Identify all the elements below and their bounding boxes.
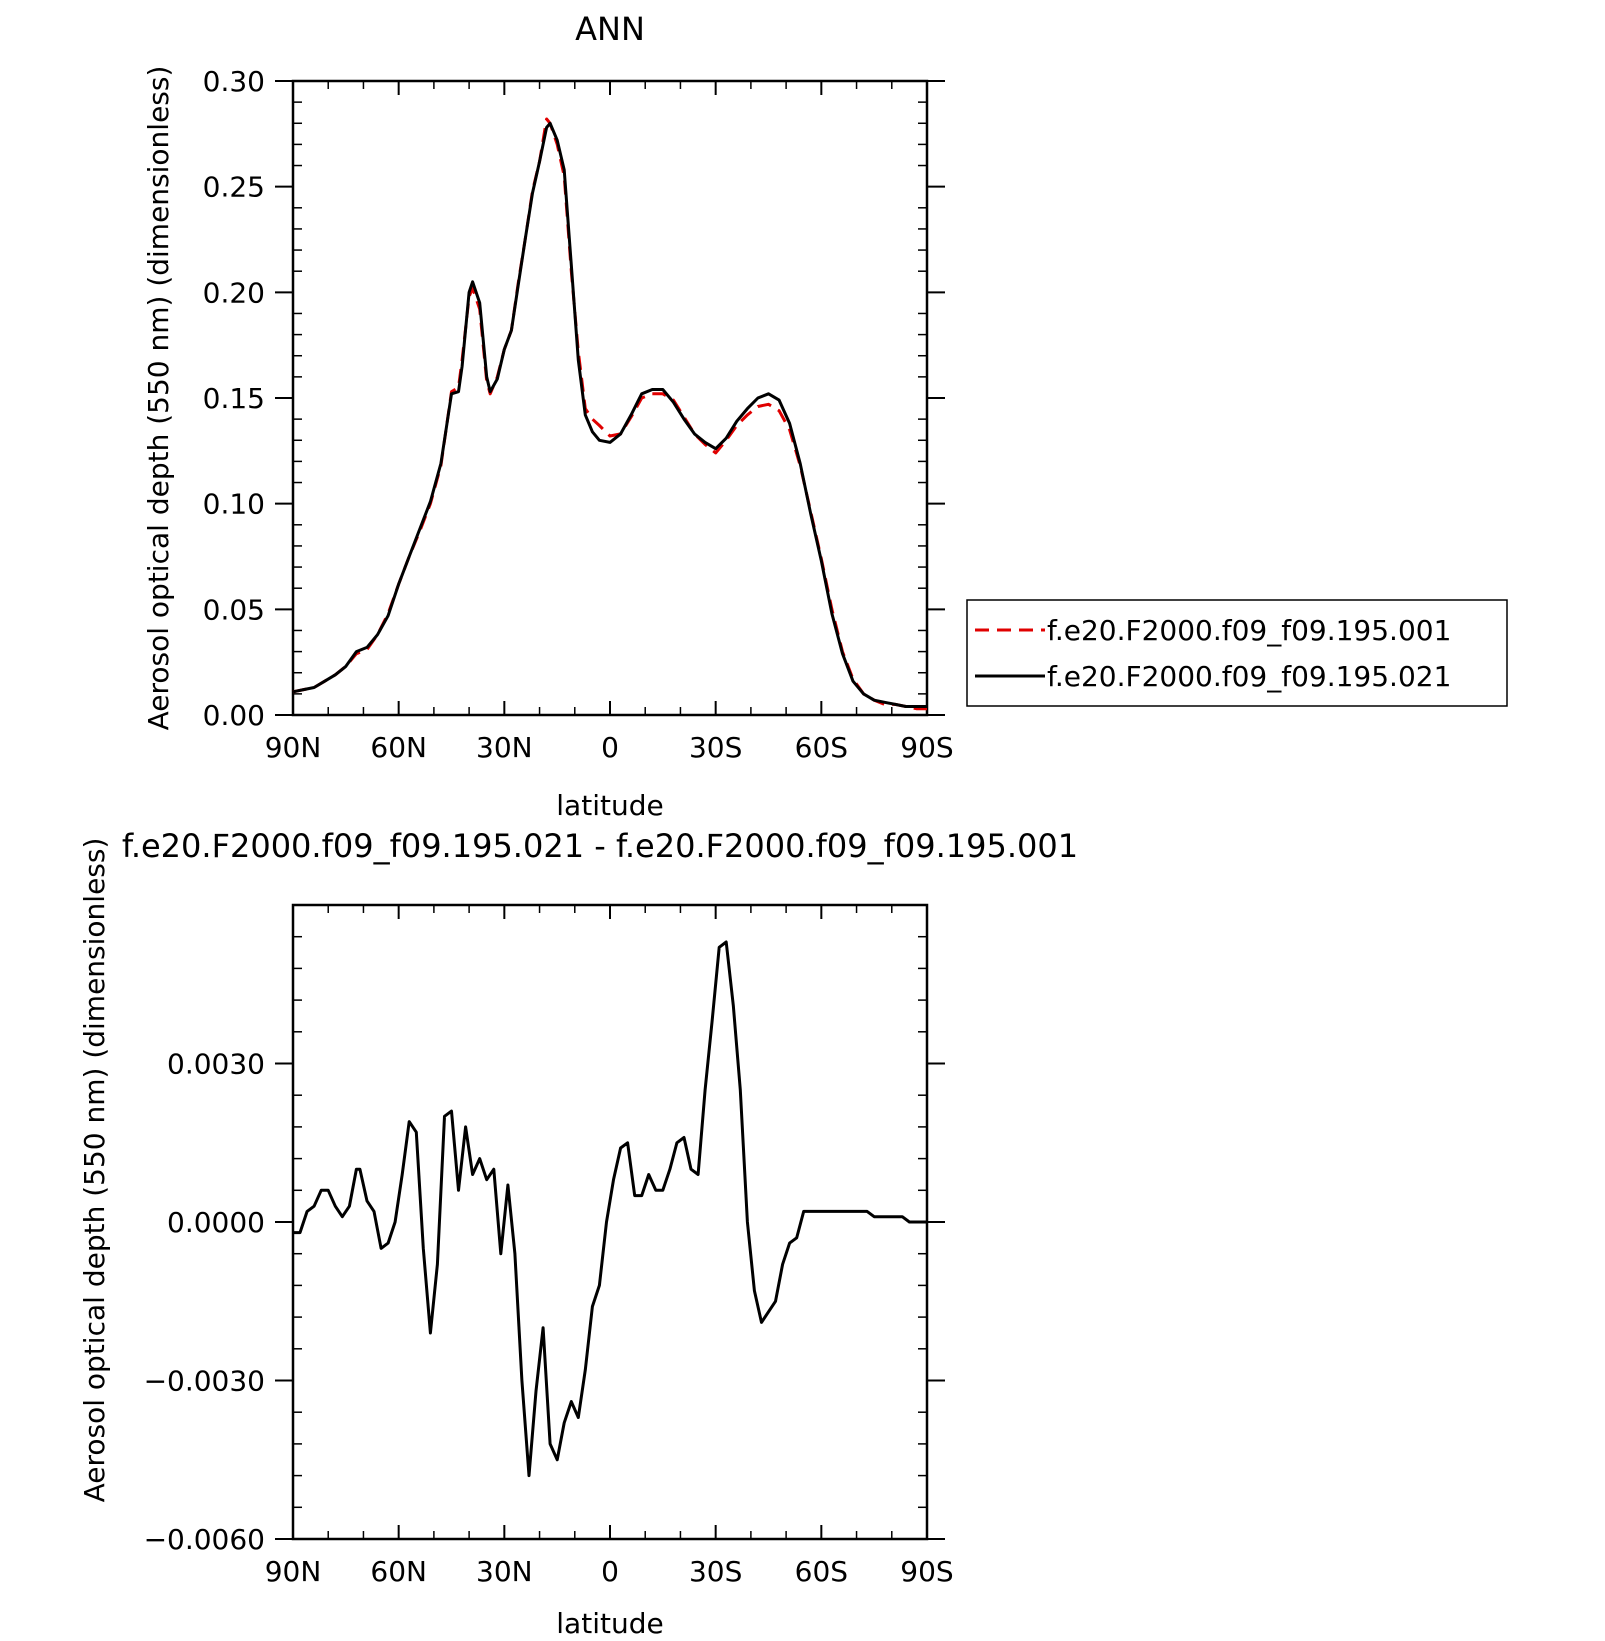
bottom-line-chart: f.e20.F2000.f09_f09.195.021 - f.e20.F200… bbox=[78, 827, 1078, 1640]
top-y-tick-label: 0.00 bbox=[203, 699, 265, 732]
top-x-tick-label: 90N bbox=[265, 731, 322, 764]
bottom-series-lines bbox=[293, 940, 927, 1478]
top-y-axis-label: Aerosol optical depth (550 nm) (dimensio… bbox=[142, 66, 175, 731]
top-line-chart: ANN latitude Aerosol optical depth (550 … bbox=[142, 10, 954, 822]
top-y-tick-label: 0.30 bbox=[203, 65, 265, 98]
bottom-axis-ticks: 90N 60N 30N 0 30S 60S 90S −0.0060 −0.0030 0.0000 0… bbox=[144, 904, 954, 1588]
bottom-x-tick-label: 60S bbox=[795, 1555, 848, 1588]
bottom-y-axis-label: Aerosol optical depth (550 nm) (dimensio… bbox=[78, 838, 111, 1503]
bottom-plot-frame bbox=[291, 903, 929, 1541]
bottom-y-tick-label: −0.0030 bbox=[144, 1365, 265, 1398]
top-series-line-1 bbox=[292, 121, 927, 708]
bottom-y-tick-label: 0.0030 bbox=[167, 1048, 265, 1081]
bottom-x-tick-label: 60N bbox=[370, 1555, 427, 1588]
bottom-x-tick-label: 0 bbox=[601, 1555, 619, 1588]
top-x-tick-label: 60S bbox=[795, 731, 848, 764]
top-x-tick-label: 60N bbox=[370, 731, 427, 764]
bottom-chart-title: f.e20.F2000.f09_f09.195.021 - f.e20.F200… bbox=[122, 827, 1078, 865]
top-y-tick-label: 0.25 bbox=[203, 171, 265, 204]
bottom-y-tick-label: 0.0000 bbox=[167, 1206, 265, 1239]
bottom-series-line-0 bbox=[293, 940, 927, 1478]
bottom-x-tick-label: 30N bbox=[476, 1555, 533, 1588]
top-x-tick-label: 30N bbox=[476, 731, 533, 764]
bottom-x-tick-label: 90N bbox=[265, 1555, 322, 1588]
legend: f.e20.F2000.f09_f09.195.001 f.e20.F2000.… bbox=[966, 599, 1508, 707]
top-y-tick-label: 0.20 bbox=[203, 276, 265, 309]
top-x-tick-label: 90S bbox=[900, 731, 953, 764]
top-chart-title: ANN bbox=[575, 10, 645, 48]
legend-entry-195-001: f.e20.F2000.f09_f09.195.001 bbox=[1047, 614, 1451, 647]
top-y-tick-label: 0.15 bbox=[203, 382, 265, 415]
top-x-tick-label: 30S bbox=[689, 731, 742, 764]
top-x-axis-label: latitude bbox=[556, 789, 663, 822]
top-y-tick-label: 0.10 bbox=[203, 488, 265, 521]
top-x-tick-label: 0 bbox=[601, 731, 619, 764]
legend-entry-195-021: f.e20.F2000.f09_f09.195.021 bbox=[1047, 660, 1451, 693]
bottom-x-tick-label: 90S bbox=[900, 1555, 953, 1588]
bottom-y-tick-label: −0.0060 bbox=[144, 1523, 265, 1556]
top-plot-frame bbox=[291, 79, 929, 717]
top-axis-ticks: 90N 60N 30N 0 30S 60S 90S 0.00 0.05 0.10 0.15 0.20 0… bbox=[203, 65, 954, 764]
bottom-x-tick-label: 30S bbox=[689, 1555, 742, 1588]
top-series-line-0 bbox=[292, 117, 927, 711]
top-y-tick-label: 0.05 bbox=[203, 593, 265, 626]
bottom-x-axis-label: latitude bbox=[556, 1607, 663, 1640]
top-series-lines bbox=[292, 117, 927, 711]
legend-box bbox=[966, 599, 1508, 707]
